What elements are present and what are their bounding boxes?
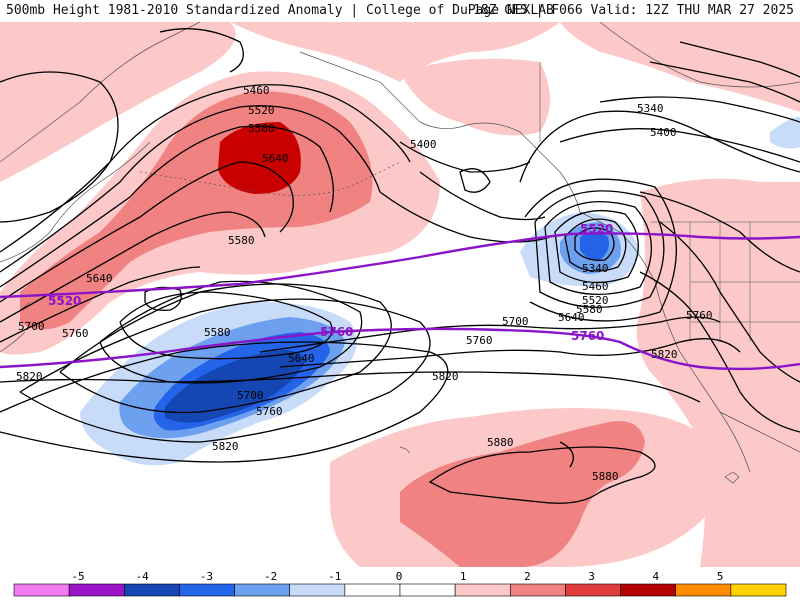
positive-anomaly-shading xyxy=(0,22,800,567)
colorbar-swatch xyxy=(730,583,787,597)
colorbar-swatch xyxy=(234,583,291,597)
colorbar-tick-label: -4 xyxy=(136,570,150,583)
contour-label: 5640 xyxy=(262,152,289,165)
map-header: 500mb Height 1981-2010 Standardized Anom… xyxy=(0,0,800,22)
colorbar-tick-labels: -5 -4 -3 -2 -1 0 1 2 3 4 5 xyxy=(71,570,723,583)
contour-label: 5700 xyxy=(502,315,529,328)
purple-contour-label: 5760 xyxy=(320,325,353,339)
colorbar-tick-label: 2 xyxy=(524,570,531,583)
colorbar-swatch xyxy=(675,583,732,597)
contour-label: 5520 xyxy=(582,294,609,307)
contour-label: 5820 xyxy=(212,440,239,453)
colorbar-tick-label: -5 xyxy=(71,570,84,583)
contour-label: 5580 xyxy=(204,326,231,339)
colorbar-tick-label: 3 xyxy=(588,570,595,583)
contour-label: 5880 xyxy=(487,436,514,449)
contour-label: 5640 xyxy=(288,352,315,365)
colorbar-tick-label: 5 xyxy=(717,570,724,583)
contour-label: 5700 xyxy=(18,320,45,333)
anomaly-map[interactable]: 5460 5520 5580 5640 5580 5640 5700 5760 … xyxy=(0,22,800,567)
colorbar-tick-label: 0 xyxy=(396,570,403,583)
height-contours xyxy=(0,28,800,504)
colorbar-swatch xyxy=(344,583,401,597)
colorbar-swatch xyxy=(289,583,346,597)
colorbar-swatch xyxy=(179,583,235,597)
purple-reference-contours xyxy=(0,232,800,371)
contour-label: 5760 xyxy=(466,334,493,347)
colorbar-swatch xyxy=(13,583,70,597)
contour-label: 5640 xyxy=(86,272,113,285)
contour-label: 5760 xyxy=(686,309,713,322)
colorbar-swatch xyxy=(123,583,180,597)
contour-label: 5520 xyxy=(248,104,275,117)
colorbar-tick-label: 4 xyxy=(652,570,659,583)
map-title: 500mb Height 1981-2010 Standardized Anom… xyxy=(6,3,554,18)
colorbar-swatch xyxy=(68,583,125,597)
contour-label: 5580 xyxy=(576,303,603,316)
contour-label: 5640 xyxy=(558,311,585,324)
colorbar-swatch xyxy=(454,583,511,597)
contour-label: 5400 xyxy=(650,126,677,139)
purple-contour-label: 5520 xyxy=(580,222,613,236)
contour-label: 5340 xyxy=(582,262,609,275)
colorbar-swatch xyxy=(509,583,566,597)
contour-label: 5820 xyxy=(16,370,43,383)
contour-label: 5460 xyxy=(243,84,270,97)
contour-label: 5760 xyxy=(256,405,283,418)
model-run-info: 18Z GFS | F066 Valid: 12Z THU MAR 27 202… xyxy=(473,3,794,18)
contour-label-layer: 5460 5520 5580 5640 5580 5640 5700 5760 … xyxy=(16,84,713,483)
contour-label: 5580 xyxy=(228,234,255,247)
contour-label: 5820 xyxy=(432,370,459,383)
colorbar-tick-label: -3 xyxy=(200,570,213,583)
contour-label: 5340 xyxy=(637,102,664,115)
colorbar-tick-label: -2 xyxy=(264,570,277,583)
contour-label: 5760 xyxy=(62,327,89,340)
purple-contour-label: 5760 xyxy=(571,329,604,343)
colorbar-tick-label: 1 xyxy=(460,570,467,583)
contour-label: 5880 xyxy=(592,470,619,483)
contour-label: 5580 xyxy=(248,122,275,135)
contour-label: 5700 xyxy=(237,389,264,402)
contour-label: 5820 xyxy=(651,348,678,361)
colorbar-swatch xyxy=(399,583,456,597)
colorbar-swatches xyxy=(13,583,787,597)
colorbar-tick-label: -1 xyxy=(328,570,341,583)
color-scale-bar: -5 -4 -3 -2 -1 0 1 2 3 4 5 xyxy=(0,567,800,600)
purple-contour-label: 5520 xyxy=(48,294,81,308)
colorbar-swatch xyxy=(565,583,621,597)
colorbar-swatch xyxy=(620,583,677,597)
contour-label: 5460 xyxy=(582,280,609,293)
contour-label: 5400 xyxy=(410,138,437,151)
purple-label-layer: 5520 5760 5520 5760 xyxy=(48,222,613,343)
